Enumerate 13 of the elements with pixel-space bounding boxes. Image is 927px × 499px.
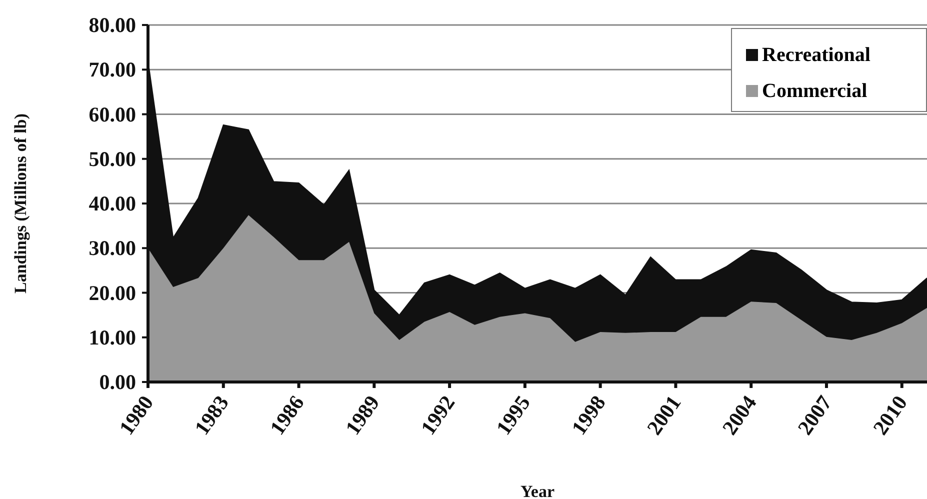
y-axis-title: Landings (Millions of lb) [11, 114, 30, 294]
legend-label: Commercial [762, 80, 868, 102]
y-tick-label: 30.00 [88, 236, 136, 260]
y-tick-label: 40.00 [88, 192, 136, 216]
y-tick-label: 60.00 [88, 102, 136, 126]
y-tick-label: 20.00 [88, 280, 136, 305]
y-tick-label: 10.00 [88, 325, 136, 350]
legend-label: Recreational [762, 44, 870, 66]
y-tick-label: 70.00 [88, 58, 136, 82]
x-axis-title: Year [520, 482, 555, 499]
y-tick-label: 80.00 [88, 13, 136, 37]
y-tick-label: 50.00 [88, 146, 136, 171]
y-tick-label: 0.00 [99, 370, 136, 394]
